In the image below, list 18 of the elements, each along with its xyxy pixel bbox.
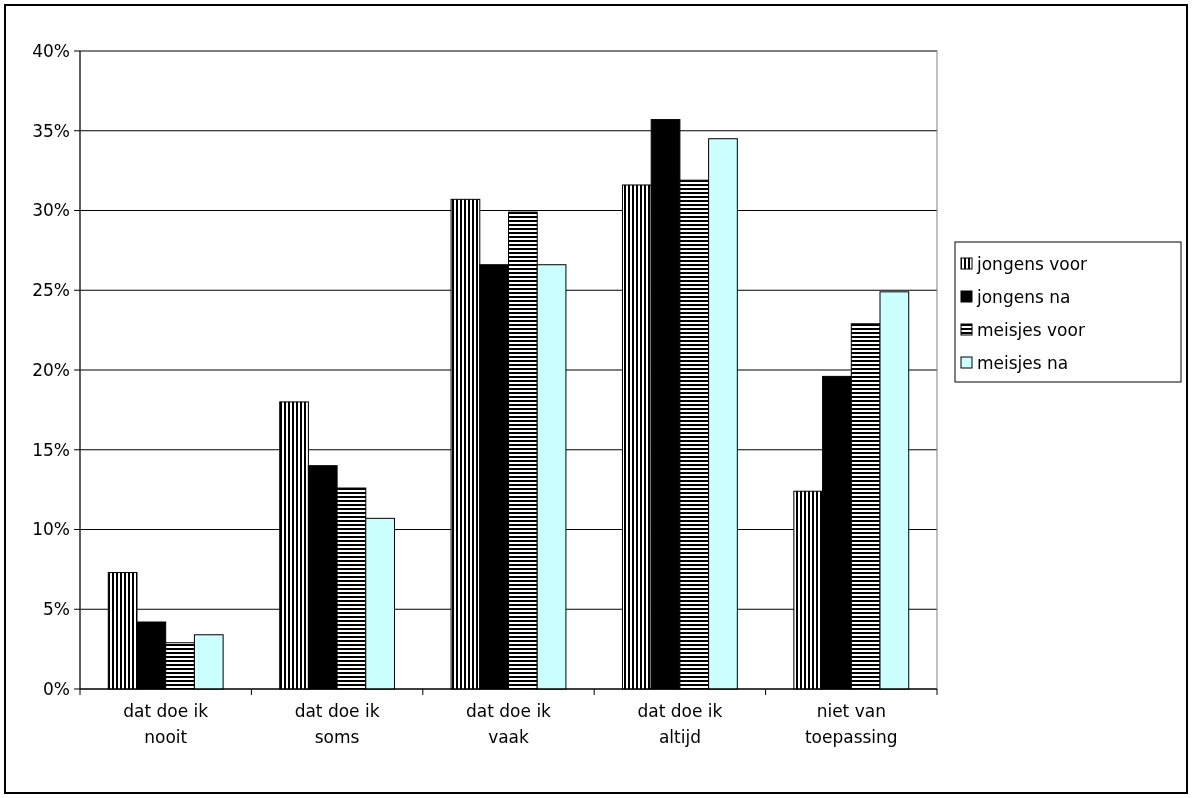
x-tick-label: dat doe ik nooit bbox=[123, 701, 209, 747]
x-tick-label: dat doe ik vaak bbox=[466, 701, 552, 747]
x-tick-label: dat doe ik soms bbox=[294, 701, 380, 747]
legend-label: jongens na bbox=[976, 286, 1071, 307]
y-tick-label: 15% bbox=[32, 439, 70, 460]
y-tick-label: 0% bbox=[43, 678, 70, 699]
y-tick-label: 5% bbox=[43, 599, 70, 620]
y-tick-label: 20% bbox=[32, 359, 70, 380]
legend-label: meisjes na bbox=[977, 352, 1069, 373]
y-tick-label: 40% bbox=[32, 40, 70, 61]
legend-label: jongens voor bbox=[976, 253, 1088, 274]
x-tick-label: niet van toepassing bbox=[804, 701, 898, 747]
y-tick-label: 35% bbox=[32, 120, 70, 141]
y-tick-label: 25% bbox=[32, 280, 70, 301]
x-tick-label: dat doe ik altijd bbox=[637, 701, 723, 747]
legend-label: meisjes voor bbox=[977, 319, 1085, 340]
y-tick-label: 30% bbox=[32, 200, 70, 221]
y-tick-label: 10% bbox=[32, 519, 70, 540]
